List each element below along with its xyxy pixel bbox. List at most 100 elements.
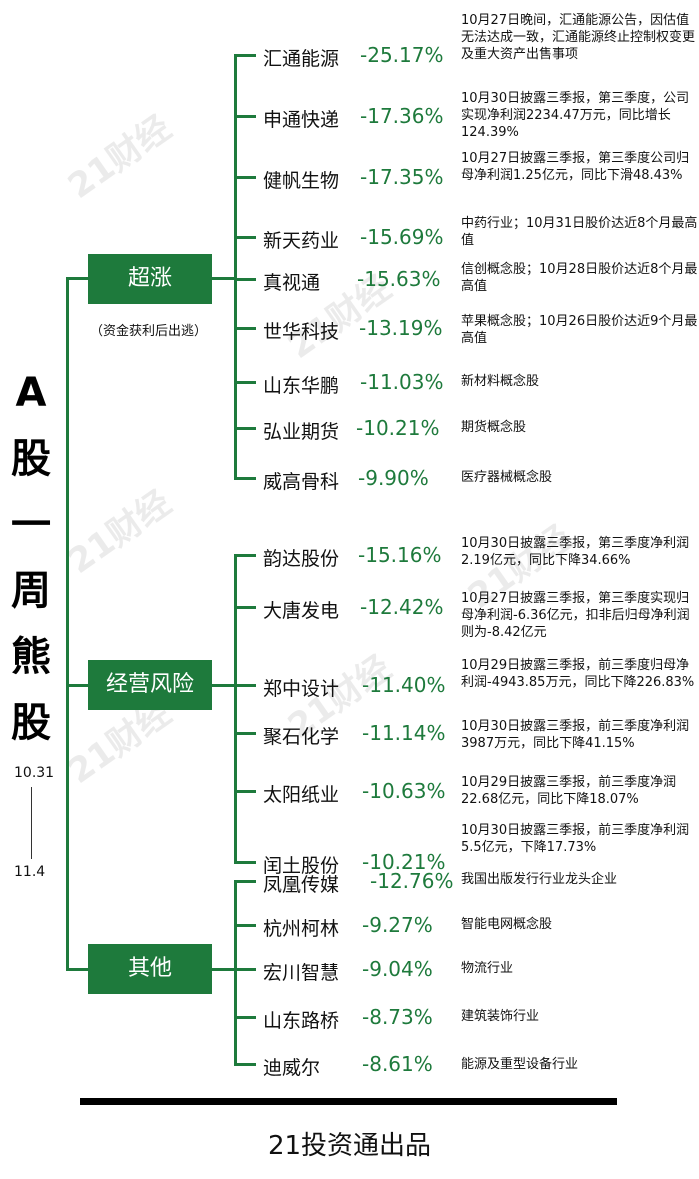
branch-connector	[212, 968, 234, 971]
page-title: A 股 一 周 熊 股	[8, 360, 54, 756]
branch-tick	[234, 861, 256, 864]
branch-connector	[66, 277, 88, 280]
footer-divider	[80, 1098, 617, 1105]
group-spine	[234, 880, 237, 1065]
stock-note: 苹果概念股；10月26日股价达近9个月最高值	[461, 314, 698, 346]
stock-change: -8.73%	[362, 1005, 433, 1029]
branch-connector	[66, 684, 88, 687]
stock-note: 10月30日披露三季报，第三季度净利润2.19亿元，同比下降34.66%	[461, 536, 690, 568]
category-operating-risk: 经营风险	[88, 660, 212, 710]
branch-tick	[234, 924, 256, 927]
stock-note: 智能电网概念股	[461, 917, 553, 932]
stock-note: 建筑装饰行业	[461, 1009, 540, 1024]
category-other: 其他	[88, 944, 212, 994]
branch-tick	[234, 477, 256, 480]
stock-name: 太阳纸业	[263, 784, 340, 806]
stock-name: 申通快递	[263, 109, 340, 131]
stock-name: 汇通能源	[263, 48, 340, 70]
stock-change: -11.14%	[362, 721, 446, 745]
stock-change: -17.36%	[360, 104, 444, 128]
stock-name: 迪威尔	[263, 1057, 321, 1079]
stock-change: -12.76%	[370, 869, 454, 893]
group-spine	[234, 55, 237, 479]
stock-change: -12.42%	[360, 595, 444, 619]
category-overbought: 超涨	[88, 254, 212, 304]
branch-tick	[234, 327, 256, 330]
stock-name: 韵达股份	[263, 548, 340, 570]
stock-name: 新天药业	[263, 230, 340, 252]
branch-tick	[234, 54, 256, 57]
branch-tick	[234, 732, 256, 735]
stock-note: 10月27日披露三季报，第三季度实现归母净利润-6.36亿元，扣非后归母净利润则…	[461, 591, 690, 640]
title-char: A	[15, 370, 47, 416]
stock-change: -10.63%	[362, 779, 446, 803]
stock-name: 山东华鹏	[263, 375, 340, 397]
stock-note: 期货概念股	[461, 420, 527, 435]
footer-credit: 21投资通出品	[267, 1131, 432, 1161]
stock-change: -15.69%	[360, 225, 444, 249]
stock-note: 中药行业；10月31日股价达近8个月最高值	[461, 216, 698, 248]
branch-tick	[234, 115, 256, 118]
stock-note: 新材料概念股	[461, 374, 540, 389]
stock-change: -15.63%	[357, 267, 441, 291]
branch-tick	[234, 278, 256, 281]
branch-tick	[234, 554, 256, 557]
title-char: 熊	[11, 634, 51, 680]
stock-change: -9.27%	[362, 913, 433, 937]
branch-tick	[234, 427, 256, 430]
stock-name: 弘业期货	[263, 421, 340, 443]
title-char: 一	[11, 502, 51, 548]
stock-change: -17.35%	[360, 165, 444, 189]
branch-tick	[234, 236, 256, 239]
stock-note: 10月29日披露三季报，前三季度净润22.68亿元，同比下降18.07%	[461, 775, 677, 807]
stock-name: 威高骨科	[263, 471, 340, 493]
title-char: 股	[11, 436, 51, 482]
stock-name: 宏川智慧	[263, 962, 340, 984]
date-range-line	[31, 787, 32, 859]
branch-tick	[234, 381, 256, 384]
stock-note: 10月30日披露三季报，前三季度净利润3987万元，同比下降41.15%	[461, 719, 690, 751]
branch-tick	[234, 606, 256, 609]
stock-note: 我国出版发行行业龙头企业	[461, 872, 618, 887]
stock-change: -15.16%	[358, 543, 442, 567]
group-spine	[234, 554, 237, 863]
title-char: 周	[11, 568, 51, 614]
stock-name: 真视通	[263, 272, 321, 294]
watermark: 21财经	[60, 482, 179, 582]
stock-note: 信创概念股；10月28日股价达近8个月最高值	[461, 262, 698, 294]
branch-connector	[66, 968, 88, 971]
stock-name: 世华科技	[263, 321, 340, 343]
branch-tick	[234, 1016, 256, 1019]
stock-change: -9.90%	[358, 466, 429, 490]
stock-change: -13.19%	[359, 316, 443, 340]
stock-change: -25.17%	[360, 43, 444, 67]
stock-note: 物流行业	[461, 961, 514, 976]
date-start: 10.31	[14, 765, 55, 781]
branch-tick	[234, 968, 256, 971]
stock-note: 医疗器械概念股	[461, 470, 553, 485]
branch-connector	[212, 277, 234, 280]
branch-tick	[234, 790, 256, 793]
title-char: 股	[11, 700, 51, 746]
branch-tick	[234, 1063, 256, 1066]
stock-change: -11.03%	[360, 370, 444, 394]
stock-note: 能源及重型设备行业	[461, 1057, 579, 1072]
stock-name: 山东路桥	[263, 1010, 340, 1032]
watermark: 21财经	[60, 107, 179, 207]
branch-connector	[212, 684, 234, 687]
stock-note: 10月30日披露三季报，前三季度净利润5.5亿元，下降17.73%	[461, 823, 690, 855]
stock-name: 健帆生物	[263, 170, 340, 192]
stock-change: -11.40%	[362, 673, 446, 697]
stock-name: 郑中设计	[263, 678, 340, 700]
stock-change: -9.04%	[362, 957, 433, 981]
stock-note: 10月29日披露三季报，前三季度归母净利润-4943.85万元，同比下降226.…	[461, 658, 695, 690]
stock-name: 杭州柯林	[263, 918, 340, 940]
category-note: （资金获利后出逃）	[90, 324, 208, 339]
stock-note: 10月27日披露三季报，第三季度公司归母净利润1.25亿元，同比下滑48.43%	[461, 151, 690, 183]
stock-name: 凤凰传媒	[263, 874, 340, 896]
stock-name: 闰土股份	[263, 855, 340, 877]
stock-change: -10.21%	[362, 850, 446, 874]
branch-tick	[234, 880, 256, 883]
date-end: 11.4	[14, 864, 46, 880]
stock-note: 10月30日披露三季报，第三季度，公司实现净利润2234.47万元，同比增长12…	[461, 91, 690, 140]
